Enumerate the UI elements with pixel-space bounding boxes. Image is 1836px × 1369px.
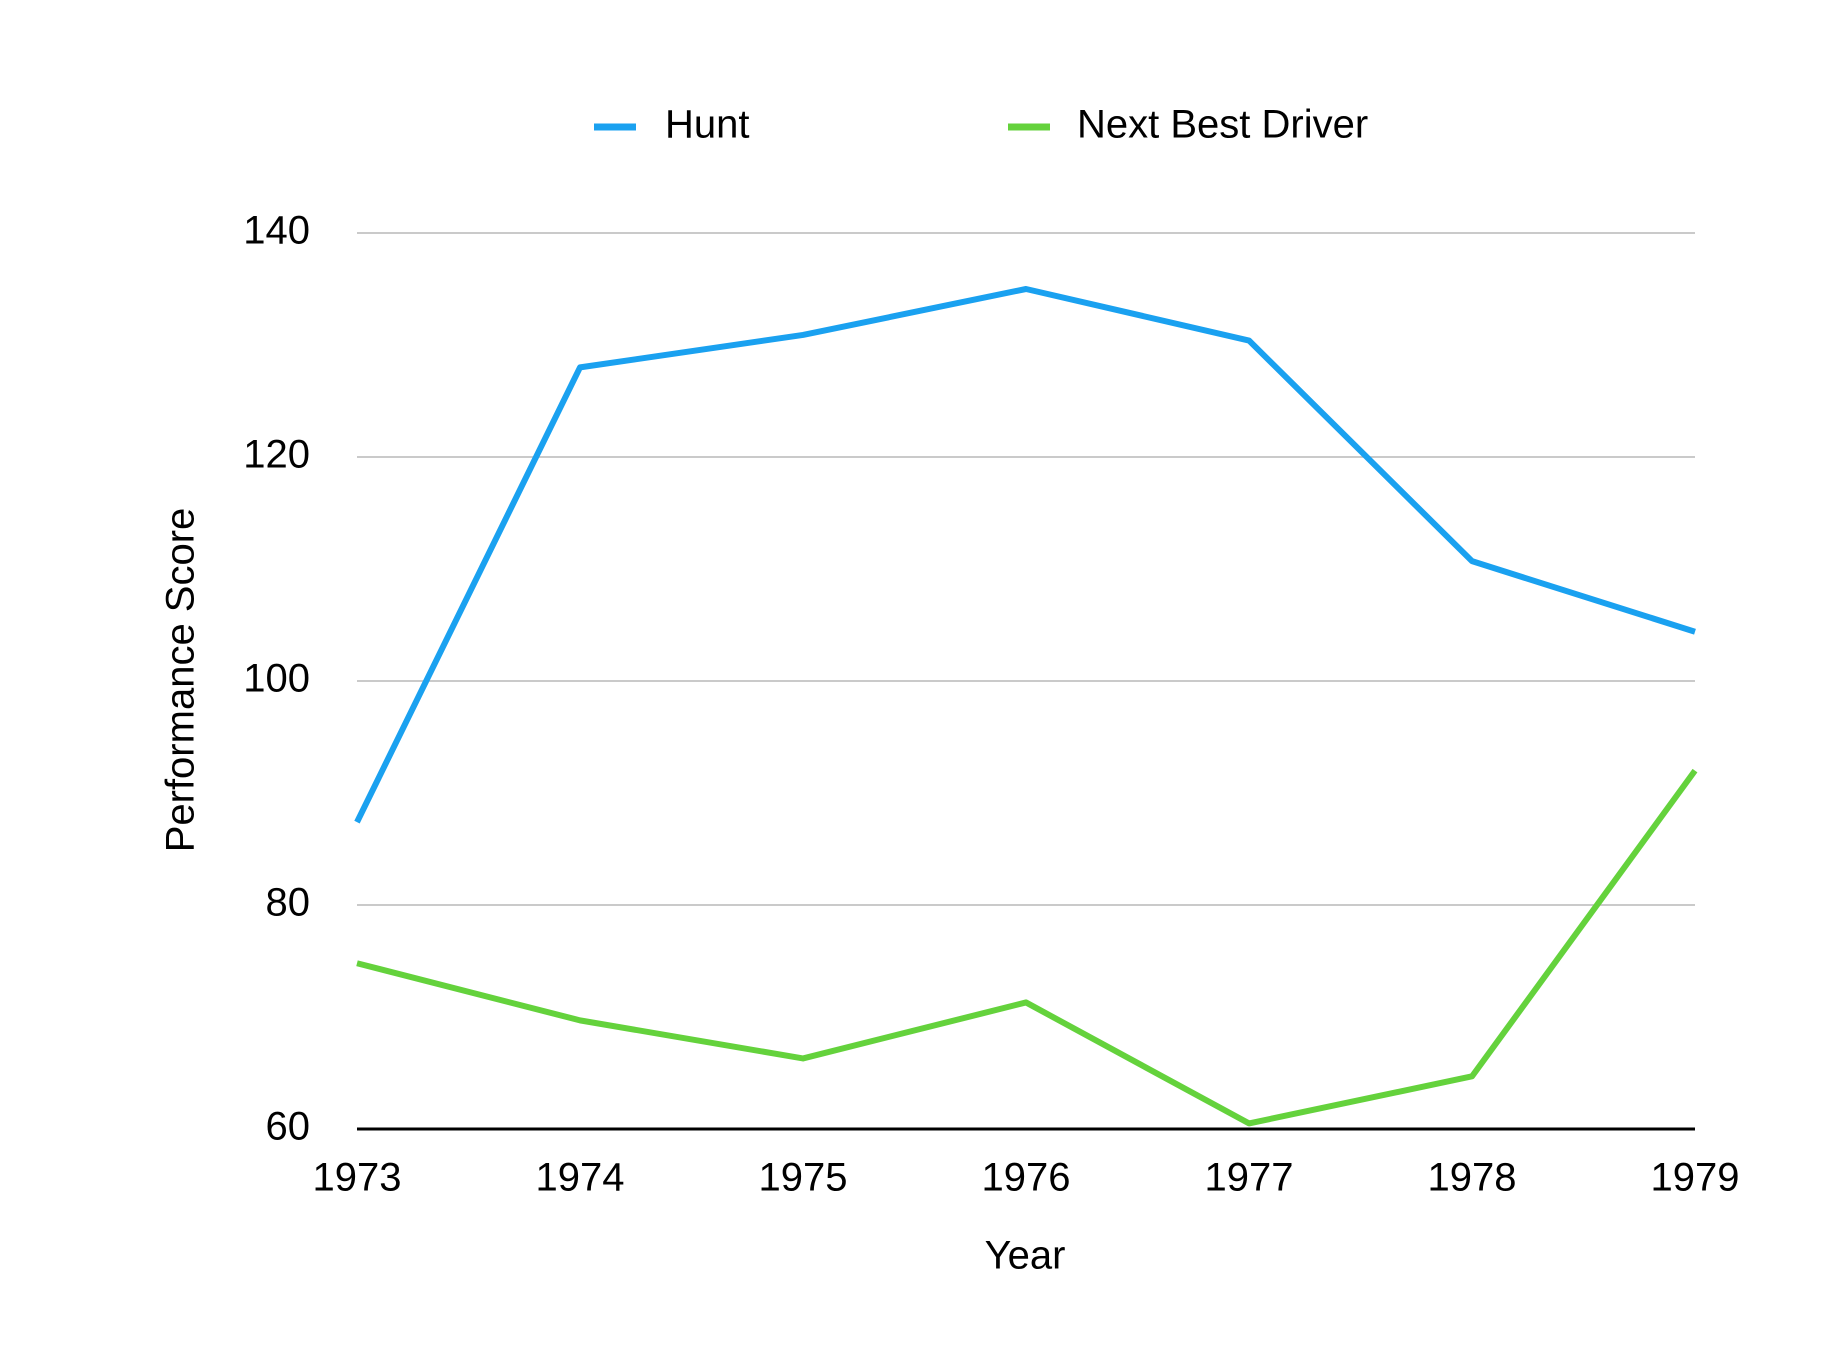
legend-label: Next Best Driver — [1077, 103, 1368, 147]
legend-label: Hunt — [665, 103, 750, 147]
data-line — [356, 768, 1698, 1127]
x-tick-label: 1977 — [1205, 1156, 1294, 1200]
y-tick-label: 140 — [243, 209, 310, 253]
data-line — [354, 286, 1696, 824]
y-tick-label: 60 — [266, 1105, 311, 1149]
x-tick-label: 1975 — [759, 1156, 848, 1200]
x-tick-label: 1978 — [1428, 1156, 1517, 1200]
x-tick-label: 1973 — [313, 1156, 402, 1200]
x-axis-label: Year — [985, 1234, 1066, 1278]
y-tick-label: 100 — [243, 657, 310, 701]
y-axis-label: Performance Score — [159, 508, 203, 853]
x-tick-label: 1974 — [536, 1156, 625, 1200]
y-tick-label: 80 — [266, 881, 311, 925]
x-tick-label: 1976 — [982, 1156, 1071, 1200]
y-tick-label: 120 — [243, 433, 310, 477]
x-tick-label: 1979 — [1651, 1156, 1740, 1200]
